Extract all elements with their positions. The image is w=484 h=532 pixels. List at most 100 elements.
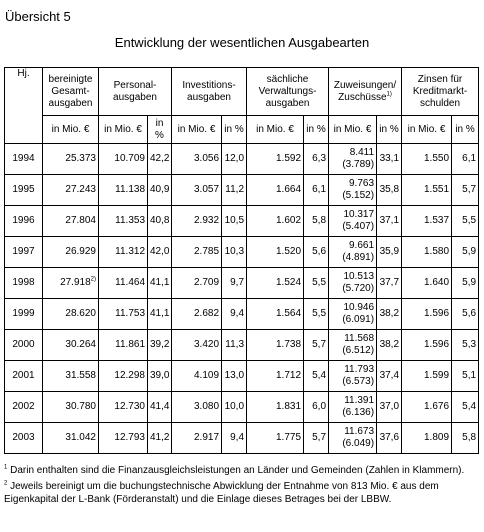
transfers-cell: 11.793 (6.573) — [328, 360, 378, 392]
unit-trans-pct: in % — [376, 115, 403, 144]
footnote-1-text: Darin enthalten sind die Finanzausgleich… — [10, 465, 465, 476]
transfers-value: 11.793 — [344, 364, 375, 375]
interest-pct-cell: 5,8 — [451, 422, 480, 454]
total-value: 31.558 — [65, 370, 96, 381]
material-cell: 1.564 — [246, 298, 305, 330]
investment-pct-cell: 11,3 — [221, 329, 248, 361]
personnel-cell: 11.353 — [98, 205, 148, 237]
interest-cell: 1.537 — [401, 205, 453, 237]
transfers-pct-cell: 37,4 — [376, 360, 403, 392]
interest-cell: 1.580 — [401, 236, 453, 268]
material-pct-cell: 5,6 — [303, 236, 330, 268]
investment-cell: 2.917 — [171, 422, 223, 454]
material-cell: 1.775 — [246, 422, 305, 454]
transfers-cell: 9.763 (5.152) — [328, 174, 378, 206]
personnel-pct-cell: 42,0 — [146, 236, 173, 268]
footnote-2-text: Jeweils bereinigt um die buchungstechnis… — [4, 481, 439, 505]
transfers-equalization-value: (5.152) — [342, 190, 375, 201]
investment-cell: 4.109 — [171, 360, 223, 392]
interest-pct-cell: 5,3 — [451, 329, 480, 361]
header-investment: Investitions-ausgaben — [171, 67, 248, 116]
transfers-pct-cell: 38,2 — [376, 298, 403, 330]
investment-pct-cell: 13,0 — [221, 360, 248, 392]
unit-int-pct: in % — [451, 115, 480, 144]
investment-pct-cell: 9,4 — [221, 422, 248, 454]
overview-label: Übersicht 5 — [5, 9, 71, 24]
total-value: 31.042 — [65, 432, 96, 443]
investment-pct-cell: 10,0 — [221, 391, 248, 423]
transfers-value: 9.661 — [349, 240, 375, 251]
personnel-cell: 11.312 — [98, 236, 148, 268]
investment-cell: 3.056 — [171, 143, 223, 175]
material-pct-cell: 5,4 — [303, 360, 330, 392]
investment-cell: 2.785 — [171, 236, 223, 268]
total-cell: 30.780 — [42, 391, 99, 423]
personnel-pct-cell: 41,1 — [146, 298, 173, 330]
personnel-cell: 12.793 — [98, 422, 148, 454]
header-material: sächliche Verwaltungs-ausgaben — [246, 67, 330, 116]
transfers-value: 11.568 — [344, 333, 375, 344]
transfers-equalization-value: (6.091) — [342, 314, 375, 325]
personnel-cell: 11.138 — [98, 174, 148, 206]
transfers-equalization-value: (5.407) — [342, 221, 375, 232]
interest-pct-cell: 5,7 — [451, 174, 480, 206]
unit-mat-mio: in Mio. € — [246, 115, 305, 144]
interest-cell: 1.550 — [401, 143, 453, 175]
header-total: bereinigte Gesamt-ausgaben — [42, 67, 99, 116]
year-cell: 2002 — [4, 391, 43, 423]
personnel-pct-cell: 39,2 — [146, 329, 173, 361]
investment-cell: 2.709 — [171, 267, 223, 299]
unit-pers-pct: in % — [146, 115, 173, 144]
transfers-cell: 11.568 (6.512) — [328, 329, 378, 361]
investment-cell: 2.932 — [171, 205, 223, 237]
table-row: 1997 26.929 11.312 42,0 2.785 10,3 1.520 5,6 9.6… — [4, 236, 480, 268]
header-transfers-label: Zuweisungen/ Zuschüsse — [333, 79, 397, 103]
year-cell: 1999 — [4, 298, 43, 330]
interest-pct-cell: 6,1 — [451, 143, 480, 175]
transfers-value: 10.513 — [343, 271, 375, 282]
investment-cell: 3.080 — [171, 391, 223, 423]
personnel-cell: 10.709 — [98, 143, 148, 175]
transfers-equalization-value: (6.049) — [342, 438, 375, 449]
interest-pct-cell: 5,4 — [451, 391, 480, 423]
total-cell: 28.620 — [42, 298, 99, 330]
footnotes: 1 Darin enthalten sind die Finanzausglei… — [4, 464, 480, 509]
table-title: Entwicklung der wesentlichen Ausgabearte… — [114, 35, 370, 50]
investment-pct-cell: 9,4 — [221, 298, 248, 330]
interest-pct-cell: 5,1 — [451, 360, 480, 392]
transfers-cell: 10.317 (5.407) — [328, 205, 378, 237]
footnote-2-mark: 2 — [4, 480, 8, 487]
transfers-pct-cell: 33,1 — [376, 143, 403, 175]
interest-pct-cell: 5,9 — [451, 236, 480, 268]
material-pct-cell: 6,1 — [303, 174, 330, 206]
table-row: 1998 27.9182) 11.464 41,1 2.709 9,7 1.524 5,5 10… — [4, 267, 480, 299]
interest-cell: 1.599 — [401, 360, 453, 392]
material-pct-cell: 6,3 — [303, 143, 330, 175]
transfers-pct-cell: 37,6 — [376, 422, 403, 454]
investment-cell: 3.057 — [171, 174, 223, 206]
material-pct-cell: 5,7 — [303, 329, 330, 361]
total-value: 28.620 — [65, 308, 96, 319]
interest-cell: 1.809 — [401, 422, 453, 454]
header-personnel: Personal-ausgaben — [97, 67, 173, 116]
material-cell: 1.664 — [246, 174, 305, 206]
footnote-ref-1: 1) — [386, 91, 392, 98]
year-cell: 1994 — [4, 143, 43, 175]
total-value: 26.929 — [65, 246, 96, 257]
interest-pct-cell: 5,9 — [451, 267, 480, 299]
material-pct-cell: 5,8 — [303, 205, 330, 237]
interest-cell: 1.596 — [401, 298, 453, 330]
transfers-value: 10.946 — [343, 302, 375, 313]
unit-total: in Mio. € — [42, 115, 99, 144]
personnel-cell: 12.298 — [98, 360, 148, 392]
transfers-equalization-value: (6.573) — [342, 376, 375, 387]
interest-cell: 1.551 — [401, 174, 453, 206]
transfers-value: 8.411 — [349, 147, 375, 158]
unit-inv-mio: in Mio. € — [171, 115, 223, 144]
table-row: 1999 28.620 11.753 41,1 2.682 9,4 1.564 5,5 10.9… — [4, 298, 480, 330]
transfers-equalization-value: (6.512) — [342, 345, 375, 356]
material-cell: 1.831 — [246, 391, 305, 423]
material-cell: 1.602 — [246, 205, 305, 237]
personnel-cell: 11.861 — [98, 329, 148, 361]
material-cell: 1.592 — [246, 143, 305, 175]
